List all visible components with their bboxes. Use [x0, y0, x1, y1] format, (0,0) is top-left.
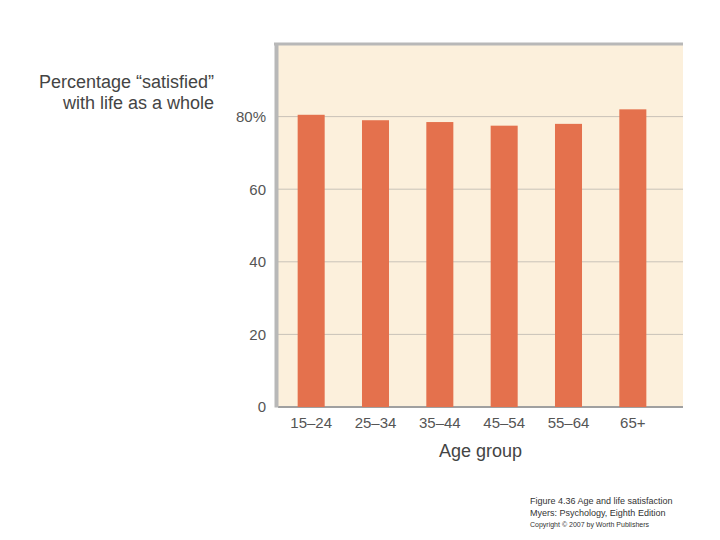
x-tick: 15–24 — [290, 407, 332, 431]
caption: Figure 4.36 Age and life satisfaction — [530, 496, 673, 506]
x-tick-label: 65+ — [620, 414, 646, 431]
x-axis: 15–24 25–34 35–44 45–54 55–64 65+ — [290, 407, 645, 431]
x-tick: 65+ — [620, 407, 646, 431]
y-tick: 80% — [236, 108, 276, 125]
y-axis-line — [275, 45, 279, 408]
plot-background — [278, 44, 683, 407]
y-tick-label: 0 — [258, 398, 266, 415]
bar — [298, 115, 325, 407]
y-axis-title-line: Percentage “satisfied” — [39, 72, 214, 92]
x-tick: 55–64 — [548, 407, 590, 431]
y-tick: 60 — [249, 181, 276, 198]
x-tick-label: 15–24 — [290, 414, 332, 431]
x-tick-label: 35–44 — [419, 414, 461, 431]
frame-top — [274, 43, 683, 46]
x-tick: 25–34 — [355, 407, 397, 431]
y-axis-title: Percentage “satisfied”with life as a who… — [39, 72, 214, 113]
y-tick: 40 — [249, 253, 276, 270]
chart: 0 20 40 60 80% 15–24 25–34 35–44 45–54 55–64 65+ Ag… — [0, 0, 720, 540]
y-tick-label: 60 — [249, 181, 266, 198]
x-tick: 45–54 — [483, 407, 525, 431]
bar — [619, 109, 646, 407]
x-tick: 35–44 — [419, 407, 461, 431]
x-tick-label: 55–64 — [548, 414, 590, 431]
bar — [362, 120, 389, 407]
bar — [426, 122, 453, 407]
x-tick-label: 25–34 — [355, 414, 397, 431]
caption: Copyright © 2007 by Worth Publishers — [530, 521, 650, 529]
y-axis: 0 20 40 60 80% — [236, 45, 277, 416]
y-tick-label: 80% — [236, 108, 266, 125]
bar — [555, 124, 582, 407]
x-tick-label: 45–54 — [483, 414, 525, 431]
y-tick-label: 20 — [249, 326, 266, 343]
bar — [491, 126, 518, 407]
bars — [298, 109, 647, 407]
y-tick-label: 40 — [249, 253, 266, 270]
caption: Myers: Psychology, Eighth Edition — [530, 508, 665, 518]
x-axis-title: Age group — [439, 441, 522, 461]
y-axis-title-line: with life as a whole — [62, 93, 214, 113]
y-tick: 20 — [249, 326, 276, 343]
y-tick: 0 — [258, 398, 276, 415]
